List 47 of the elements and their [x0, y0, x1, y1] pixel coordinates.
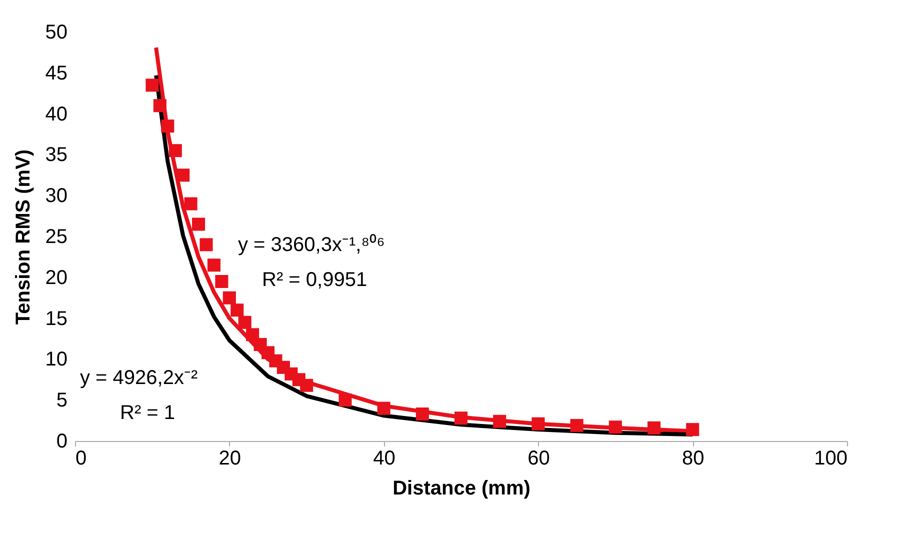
- y-tick-label: 15: [45, 308, 68, 330]
- annotation: R² = 0,9951: [262, 269, 368, 291]
- y-tick-label: 50: [45, 22, 68, 44]
- point: [161, 120, 174, 133]
- x-tick-label: 40: [373, 448, 396, 470]
- x-axis-title: Distance (mm): [392, 478, 530, 500]
- point: [192, 218, 206, 231]
- point: [338, 394, 352, 407]
- point: [200, 238, 213, 252]
- x-tick-label: 20: [218, 448, 242, 470]
- annotation: R² = 1: [120, 402, 176, 424]
- y-tick-label: 10: [45, 348, 68, 371]
- x-tick-label: 60: [528, 448, 550, 470]
- point: [168, 144, 182, 158]
- point: [230, 304, 244, 317]
- point: [570, 418, 584, 432]
- y-tick-label: 35: [45, 144, 68, 166]
- point: [153, 99, 166, 112]
- point: [222, 291, 236, 304]
- point: [377, 402, 390, 415]
- point: [184, 197, 198, 210]
- point: [686, 423, 700, 436]
- point: [207, 258, 220, 272]
- point: [146, 78, 159, 92]
- point: [238, 316, 252, 329]
- y-tick-label: 40: [45, 103, 68, 126]
- y-tick-label: 30: [45, 185, 68, 208]
- annotation: y = 3360,3x⁻¹,⁸⁰⁶: [238, 233, 385, 256]
- y-tick-label: 5: [56, 390, 68, 412]
- y-tick-label: 25: [45, 226, 68, 248]
- point: [647, 421, 661, 434]
- point: [215, 274, 228, 288]
- y-tick-label: 45: [45, 62, 68, 84]
- y-tick-label: 20: [45, 266, 68, 289]
- point: [493, 414, 506, 428]
- annotation: y = 4926,2x⁻²: [80, 367, 198, 389]
- x-tick-label: 0: [76, 448, 87, 470]
- point: [608, 420, 622, 434]
- x-tick-label: 100: [814, 448, 848, 470]
- point: [300, 378, 314, 392]
- y-tick-label: 0: [56, 430, 68, 452]
- point: [176, 168, 190, 182]
- point: [416, 407, 429, 421]
- point: [532, 417, 545, 430]
- point: [454, 412, 468, 425]
- x-tick-label: 80: [682, 448, 704, 470]
- y-axis-title: Tension RMS (mV): [12, 149, 34, 325]
